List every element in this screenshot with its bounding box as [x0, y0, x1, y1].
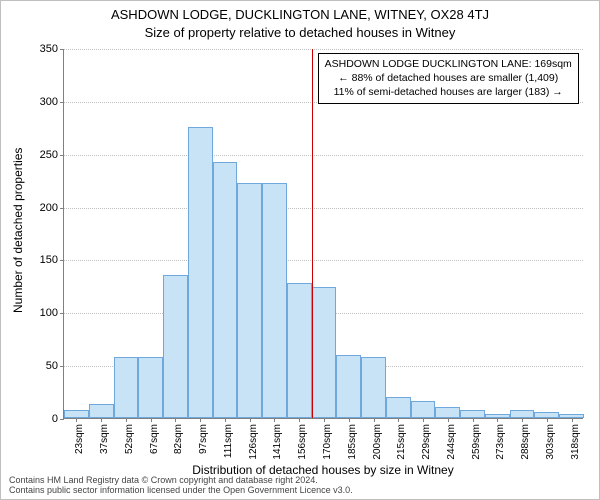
- histogram-bar: [386, 397, 411, 418]
- xtick-label: 259sqm: [471, 424, 482, 460]
- xtick-mark: [572, 418, 573, 422]
- gridline: [64, 155, 583, 156]
- ytick-mark: [60, 102, 64, 103]
- ytick-label: 150: [40, 254, 58, 266]
- xtick-mark: [126, 418, 127, 422]
- histogram-bar: [312, 287, 337, 418]
- histogram-bar: [138, 357, 163, 418]
- histogram-bar: [361, 357, 386, 418]
- ytick-label: 0: [52, 413, 58, 425]
- gridline: [64, 260, 583, 261]
- histogram-bar: [336, 355, 361, 418]
- xtick-mark: [200, 418, 201, 422]
- footer-line-2: Contains public sector information licen…: [9, 486, 353, 496]
- xtick-mark: [225, 418, 226, 422]
- ytick-mark: [60, 208, 64, 209]
- xtick-mark: [349, 418, 350, 422]
- xtick-mark: [547, 418, 548, 422]
- xtick-label: 185sqm: [347, 424, 358, 460]
- xtick-label: 200sqm: [372, 424, 383, 460]
- ytick-label: 100: [40, 307, 58, 319]
- xtick-mark: [101, 418, 102, 422]
- xtick-mark: [299, 418, 300, 422]
- reference-line: [312, 49, 313, 418]
- xtick-label: 67sqm: [149, 424, 160, 454]
- histogram-bar: [237, 183, 262, 418]
- xtick-label: 303sqm: [545, 424, 556, 460]
- xtick-label: 97sqm: [198, 424, 209, 454]
- xtick-mark: [423, 418, 424, 422]
- xtick-mark: [76, 418, 77, 422]
- xtick-mark: [473, 418, 474, 422]
- annot-line-3: 11% of semi-detached houses are larger (…: [325, 85, 572, 99]
- xtick-mark: [324, 418, 325, 422]
- xtick-mark: [274, 418, 275, 422]
- xtick-mark: [250, 418, 251, 422]
- xtick-label: 37sqm: [99, 424, 110, 454]
- xtick-mark: [374, 418, 375, 422]
- histogram-bar: [188, 127, 213, 418]
- ytick-mark: [60, 313, 64, 314]
- histogram-bar: [89, 404, 114, 418]
- xtick-mark: [151, 418, 152, 422]
- ytick-mark: [60, 155, 64, 156]
- histogram-bar: [287, 283, 312, 418]
- xtick-label: 82sqm: [173, 424, 184, 454]
- chart-title-main: ASHDOWN LODGE, DUCKLINGTON LANE, WITNEY,…: [1, 7, 599, 22]
- histogram-bar: [411, 401, 436, 418]
- histogram-bar: [64, 410, 89, 418]
- ytick-label: 250: [40, 149, 58, 161]
- chart-title-sub: Size of property relative to detached ho…: [1, 25, 599, 40]
- xtick-label: 288sqm: [520, 424, 531, 460]
- xtick-label: 170sqm: [322, 424, 333, 460]
- histogram-bar: [510, 410, 535, 418]
- ytick-mark: [60, 366, 64, 367]
- footer-attribution: Contains HM Land Registry data © Crown c…: [9, 476, 353, 496]
- xtick-label: 318sqm: [570, 424, 581, 460]
- xtick-mark: [398, 418, 399, 422]
- xtick-label: 156sqm: [297, 424, 308, 460]
- xtick-label: 273sqm: [495, 424, 506, 460]
- histogram-bar: [460, 410, 485, 418]
- xtick-label: 52sqm: [124, 424, 135, 454]
- gridline: [64, 208, 583, 209]
- chart-container: ASHDOWN LODGE, DUCKLINGTON LANE, WITNEY,…: [0, 0, 600, 500]
- ytick-mark: [60, 49, 64, 50]
- xtick-label: 244sqm: [446, 424, 457, 460]
- histogram-bar: [435, 407, 460, 418]
- xtick-label: 111sqm: [223, 424, 234, 458]
- annot-line-2: ← 88% of detached houses are smaller (1,…: [325, 71, 572, 85]
- xtick-mark: [448, 418, 449, 422]
- ytick-mark: [60, 419, 64, 420]
- xtick-label: 23sqm: [74, 424, 85, 454]
- ytick-label: 300: [40, 96, 58, 108]
- histogram-bar: [213, 162, 238, 418]
- plot-area: 05010015020025030035023sqm37sqm52sqm67sq…: [63, 49, 583, 419]
- ytick-label: 350: [40, 43, 58, 55]
- xtick-label: 141sqm: [272, 424, 283, 460]
- annotation-box: ASHDOWN LODGE DUCKLINGTON LANE: 169sqm← …: [318, 53, 579, 104]
- gridline: [64, 49, 583, 50]
- xtick-mark: [522, 418, 523, 422]
- y-axis-label: Number of detached properties: [11, 1, 25, 459]
- ytick-mark: [60, 260, 64, 261]
- annot-line-1: ASHDOWN LODGE DUCKLINGTON LANE: 169sqm: [325, 57, 572, 71]
- histogram-bar: [114, 357, 139, 418]
- ytick-label: 200: [40, 202, 58, 214]
- xtick-mark: [497, 418, 498, 422]
- histogram-bar: [262, 183, 287, 418]
- xtick-mark: [175, 418, 176, 422]
- xtick-label: 126sqm: [248, 424, 259, 460]
- xtick-label: 215sqm: [396, 424, 407, 460]
- histogram-bar: [163, 275, 188, 418]
- xtick-label: 229sqm: [421, 424, 432, 460]
- ytick-label: 50: [46, 360, 58, 372]
